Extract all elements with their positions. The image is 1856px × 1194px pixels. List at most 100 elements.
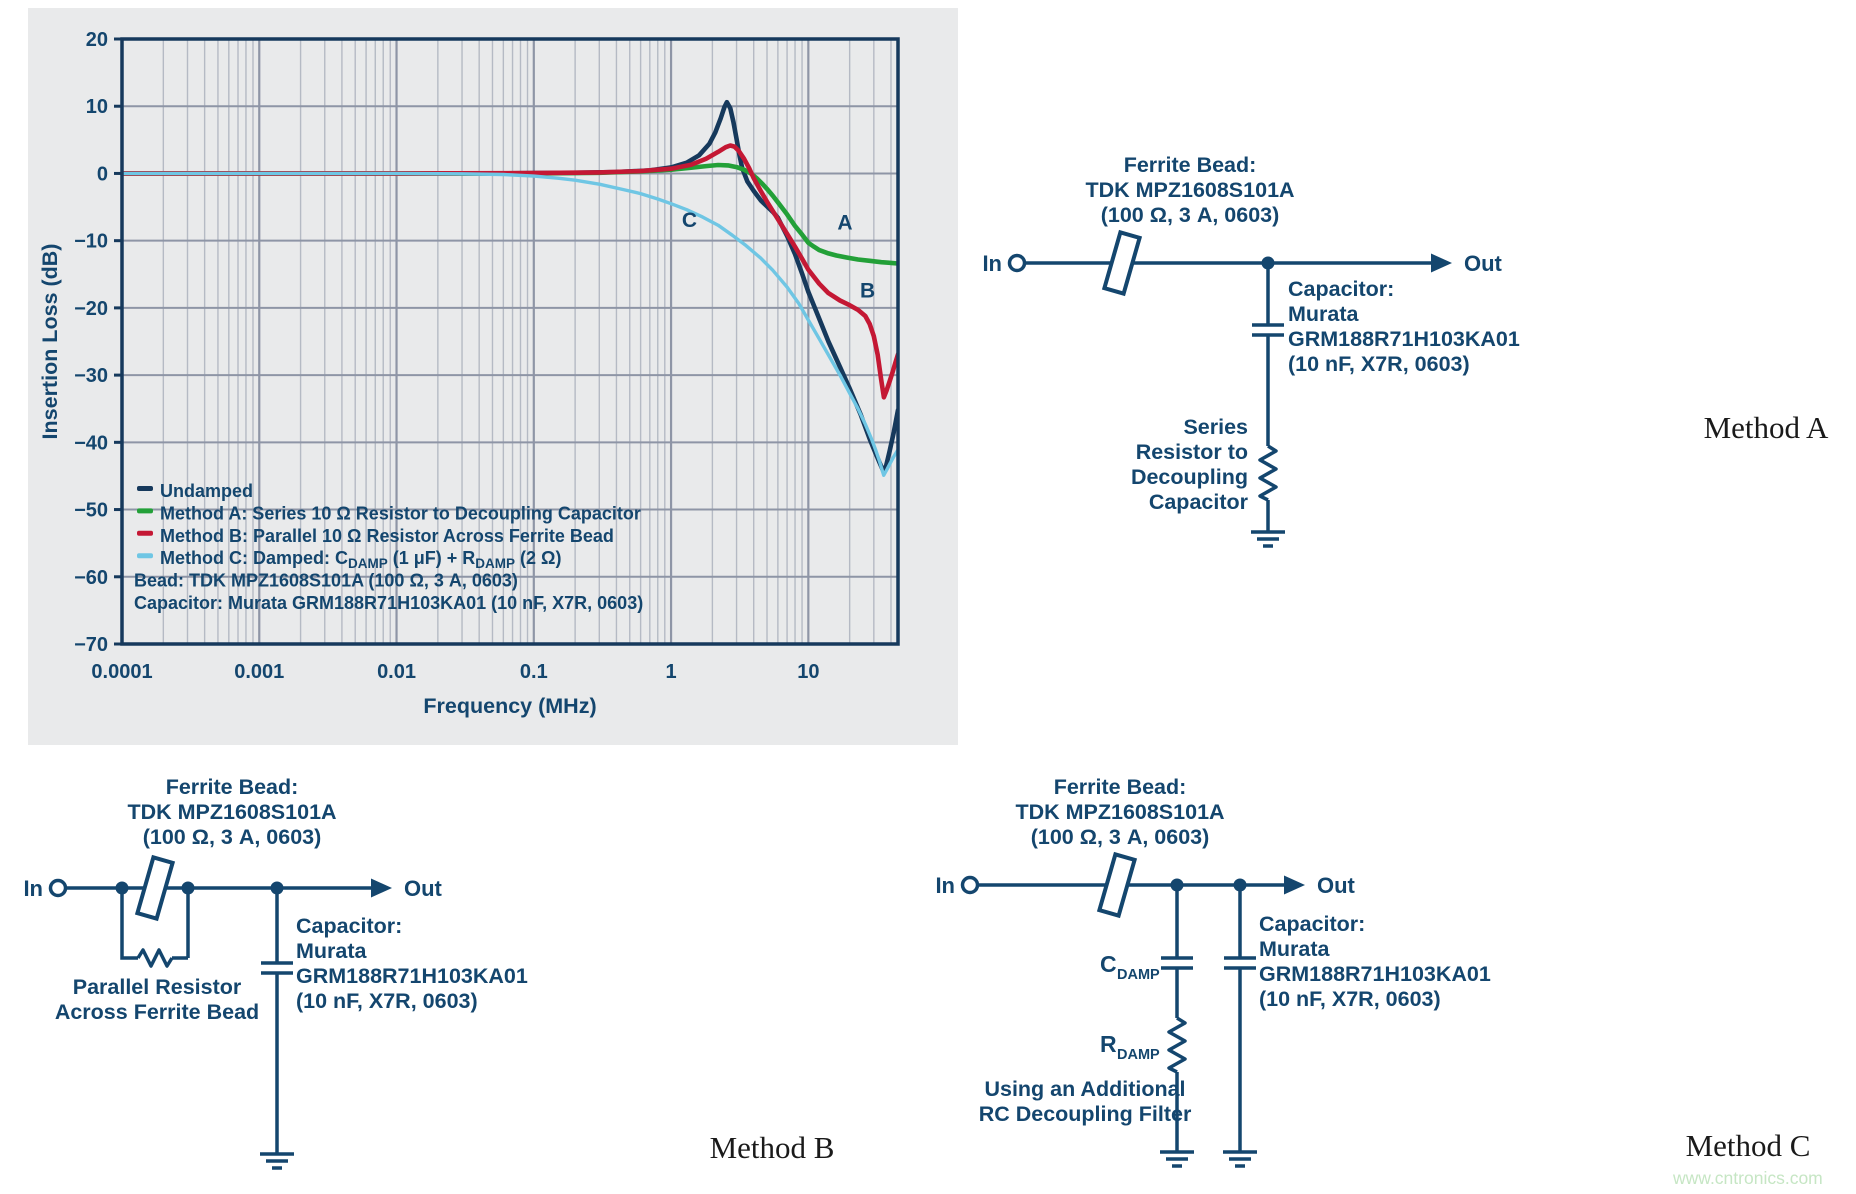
y-axis-title: Insertion Loss (dB) [38, 244, 62, 440]
legend-swatch [137, 508, 153, 514]
chart-curves [122, 99, 898, 477]
legend-item: Bead: TDK MPZ1608S101A (100 Ω, 3 A, 0603… [134, 571, 518, 591]
in-label: In [982, 251, 1002, 276]
capacitor-brand: Murata [1259, 937, 1331, 961]
y-tick-label: −60 [74, 567, 108, 589]
ferrite-bead-label: Ferrite Bead: [1054, 775, 1187, 799]
ground-icon [1221, 1150, 1259, 1168]
method-a-title: Method A [1704, 410, 1829, 445]
ferrite-bead-icon [135, 855, 175, 921]
out-label: Out [1464, 251, 1503, 276]
junction-dot-icon [1170, 878, 1184, 892]
ferrite-bead-icon [1102, 230, 1142, 296]
capacitor-rating: (10 nF, X7R, 0603) [1288, 352, 1470, 376]
curve-label-B: B [860, 279, 875, 302]
capacitor-brand: Murata [296, 939, 368, 963]
legend-item: Method A: Series 10 Ω Resistor to Decoup… [160, 503, 641, 523]
y-tick-label: 10 [86, 96, 108, 118]
ground-icon [1158, 1150, 1196, 1168]
in-terminal-icon [1007, 253, 1027, 273]
in-terminal-icon [48, 878, 68, 898]
method-c-circuit: Ferrite Bead: TDK MPZ1608S101A (100 Ω, 3… [935, 775, 1491, 1168]
curve-label-A: A [837, 212, 852, 235]
cdamp-subscript: DAMP [1117, 967, 1160, 983]
rdamp-label: R [1100, 1031, 1117, 1057]
ferrite-bead-label: Ferrite Bead: [166, 775, 299, 799]
ground-icon [1249, 530, 1287, 548]
parallel-resistor-note: Parallel Resistor [73, 975, 242, 999]
x-tick-label: 0.0001 [91, 661, 152, 683]
rc-filter-caption: Using an Additional [984, 1077, 1185, 1101]
y-tick-label: −10 [74, 231, 108, 253]
x-tick-label: 10 [797, 661, 819, 683]
series-Method B: Parallel 10 Ω Resistor Across Ferrite Bead [122, 143, 898, 400]
y-tick-label: −50 [74, 500, 108, 522]
wire [66, 886, 374, 1154]
capacitor-rating: (10 nF, X7R, 0603) [1259, 987, 1441, 1011]
y-tick-label: −20 [74, 298, 108, 320]
rc-filter-caption: RC Decoupling Filter [979, 1102, 1192, 1126]
rdamp-resistor-icon [1167, 1016, 1187, 1074]
capacitor-icon [259, 961, 295, 975]
x-tick-label: 0.01 [377, 661, 416, 683]
ferrite-bead-part: TDK MPZ1608S101A [127, 800, 336, 824]
capacitor-label: Capacitor: [1288, 277, 1394, 301]
legend-item: Capacitor: Murata GRM188R71H103KA01 (10 … [134, 593, 643, 613]
in-label: In [23, 876, 43, 901]
series-resistor-icon [1258, 444, 1278, 502]
ferrite-bead-icon [1097, 852, 1137, 918]
capacitor-brand: Murata [1288, 302, 1360, 326]
curve-label-C: C [682, 209, 697, 232]
x-tick-label: 1 [666, 661, 677, 683]
method-c-title: Method C [1686, 1128, 1811, 1163]
series-resistor-note: Decoupling [1131, 465, 1248, 489]
capacitor-part: GRM188R71H103KA01 [1259, 962, 1491, 986]
plot-border [120, 37, 900, 646]
legend-item: Undamped [160, 481, 253, 501]
ground-icon [258, 1152, 296, 1170]
series-resistor-note: Capacitor [1149, 490, 1249, 514]
method-a-circuit: Ferrite Bead: TDK MPZ1608S101A (100 Ω, 3… [982, 153, 1520, 548]
rdamp-subscript: DAMP [1117, 1047, 1160, 1063]
legend-item: Method C: Damped: CDAMP (1 μF) + RDAMP (… [160, 548, 561, 571]
junction-dot-icon [115, 881, 129, 895]
cdamp-label: C [1100, 951, 1117, 977]
ferrite-bead-label: Ferrite Bead: [1124, 153, 1257, 177]
cdamp-capacitor-icon [1159, 956, 1195, 970]
junction-dot-icon [1261, 256, 1275, 270]
x-tick-label: 0.1 [520, 661, 548, 683]
out-arrow-icon [371, 878, 392, 898]
ferrite-bead-rating: (100 Ω, 3 A, 0603) [1031, 825, 1210, 849]
legend-swatch [137, 530, 153, 536]
insertion-loss-chart: 20 10 0 −10 −20 −30 −40 −50 −60 −70 0.0001 0.001 0.0… [38, 29, 900, 718]
y-tick-label: 20 [86, 29, 108, 51]
capacitor-rating: (10 nF, X7R, 0603) [296, 989, 478, 1013]
wire [1025, 261, 1434, 532]
x-tick-label: 0.001 [234, 661, 284, 683]
in-label: In [935, 873, 955, 898]
ferrite-bead-rating: (100 Ω, 3 A, 0603) [143, 825, 322, 849]
legend-item: Method B: Parallel 10 Ω Resistor Across … [160, 526, 614, 546]
capacitor-part: GRM188R71H103KA01 [296, 964, 528, 988]
capacitor-icon [1250, 323, 1286, 337]
parallel-resistor-note: Across Ferrite Bead [55, 1000, 259, 1024]
ferrite-bead-rating: (100 Ω, 3 A, 0603) [1101, 203, 1280, 227]
legend-swatch [137, 486, 153, 491]
capacitor-label: Capacitor: [1259, 912, 1365, 936]
x-axis-title: Frequency (MHz) [423, 694, 596, 718]
junction-dot-icon [1233, 878, 1247, 892]
in-terminal-icon [960, 875, 980, 895]
watermark: www.cntronics.com [1672, 1168, 1823, 1188]
ferrite-bead-part: TDK MPZ1608S101A [1015, 800, 1224, 824]
ferrite-bead-part: TDK MPZ1608S101A [1085, 178, 1294, 202]
junction-dot-icon [270, 881, 284, 895]
capacitor-label: Capacitor: [296, 914, 402, 938]
parallel-resistor-icon [136, 948, 174, 968]
out-arrow-icon [1284, 875, 1305, 895]
wire [978, 883, 1287, 1152]
out-label: Out [1317, 873, 1356, 898]
junction-dot-icon [181, 881, 195, 895]
series-resistor-note: Series [1183, 415, 1248, 439]
